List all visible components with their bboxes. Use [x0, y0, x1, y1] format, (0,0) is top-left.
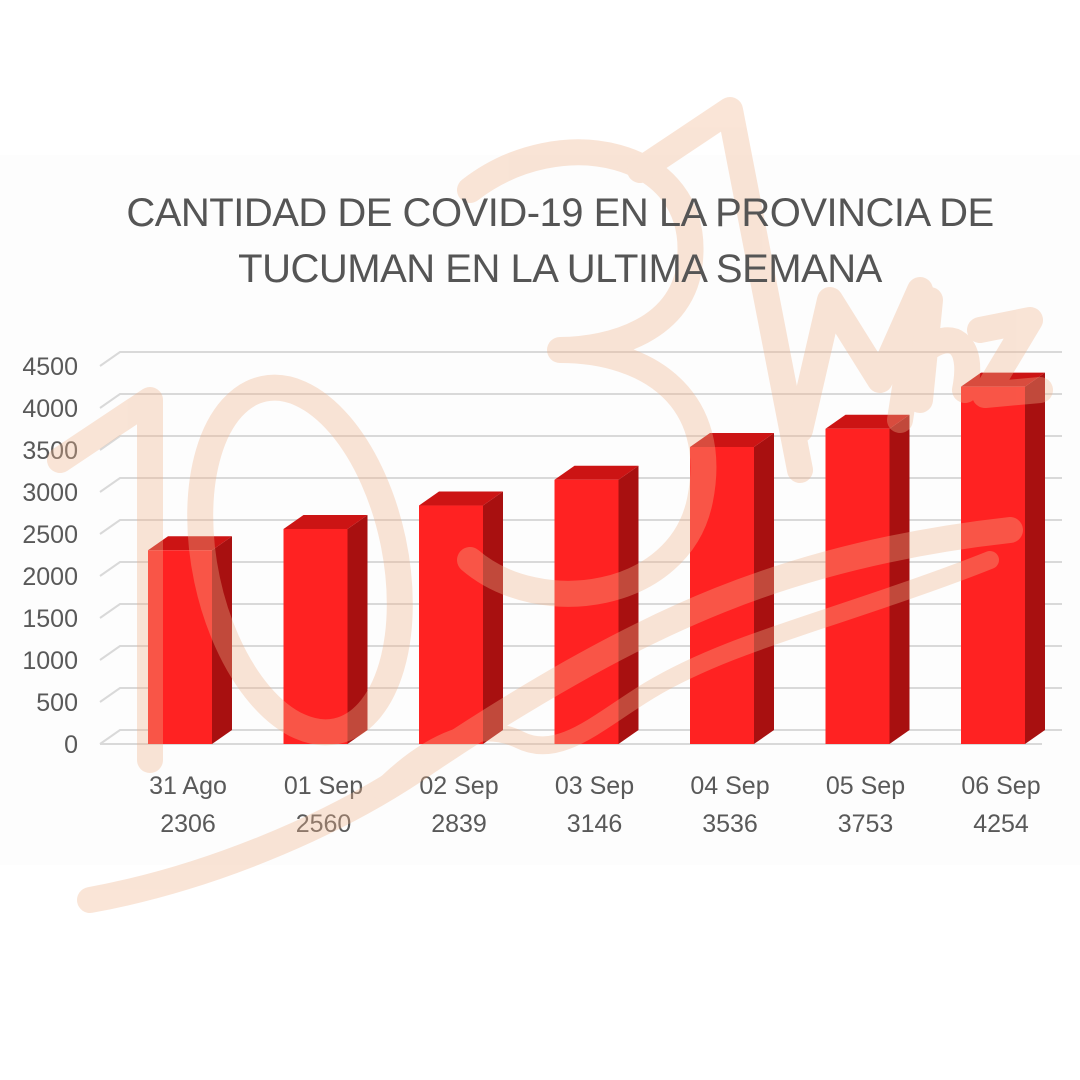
bar-front [825, 428, 890, 744]
bar-top [554, 465, 639, 480]
x-category-date-label: 03 Sep [555, 772, 634, 800]
x-category-date-label: 01 Sep [284, 772, 363, 800]
bar-top [283, 514, 368, 529]
bar-side [1025, 372, 1045, 744]
y-tick-label: 500 [36, 689, 78, 717]
y-tick-label: 3000 [22, 479, 78, 507]
bar [283, 514, 368, 744]
y-tick-label: 0 [64, 731, 78, 759]
gridline [99, 351, 1062, 367]
y-tick-label: 1500 [22, 605, 78, 633]
bar-top [419, 491, 503, 506]
bar-top [690, 432, 774, 447]
bar [690, 432, 774, 744]
bar-top [148, 536, 232, 551]
x-category-value-label: 3146 [567, 810, 623, 838]
bar-side [483, 491, 503, 744]
chart-title-line-2: TUCUMAN EN LA ULTIMA SEMANA [238, 247, 882, 291]
bar-front [419, 505, 483, 744]
bar [961, 372, 1045, 744]
x-category-date-label: 02 Sep [419, 772, 498, 800]
bar-side [889, 414, 910, 744]
bar [554, 465, 639, 744]
bar-side [754, 432, 774, 744]
chart-title-line-1: CANTIDAD DE COVID-19 EN LA PROVINCIA DE [126, 191, 994, 235]
bar-front [961, 386, 1025, 744]
x-category-date-label: 04 Sep [690, 772, 769, 800]
x-category-value-label: 2560 [296, 810, 352, 838]
bar-side [347, 514, 368, 744]
y-tick-label: 1000 [22, 647, 78, 675]
bar-side [618, 465, 639, 744]
bar [825, 414, 910, 744]
bar [148, 536, 232, 744]
x-category-date-label: 31 Ago [149, 772, 227, 800]
x-category-value-label: 2839 [431, 810, 487, 838]
y-tick-label: 4000 [22, 395, 78, 423]
x-category-value-label: 3753 [838, 810, 894, 838]
bar-side [212, 536, 232, 744]
x-category-date-label: 06 Sep [961, 772, 1040, 800]
y-tick-label: 2500 [22, 521, 78, 549]
bar [419, 491, 503, 744]
bar-front [148, 550, 212, 744]
y-tick-label: 4500 [22, 353, 78, 381]
x-category-value-label: 3536 [702, 810, 758, 838]
y-tick-label: 3500 [22, 437, 78, 465]
x-category-value-label: 4254 [973, 810, 1029, 838]
x-category-value-label: 2306 [160, 810, 216, 838]
bar-front [554, 479, 619, 744]
y-tick-label: 2000 [22, 563, 78, 591]
gridline [99, 393, 1062, 409]
station-watermark [47, 97, 1053, 913]
chart-title: CANTIDAD DE COVID-19 EN LA PROVINCIA DE … [60, 185, 1060, 297]
bar-front [690, 446, 754, 744]
gridline [99, 435, 1062, 451]
bar-top [825, 414, 910, 429]
x-category-date-label: 05 Sep [826, 772, 905, 800]
bar-top [961, 372, 1045, 387]
bar-front [283, 528, 348, 744]
